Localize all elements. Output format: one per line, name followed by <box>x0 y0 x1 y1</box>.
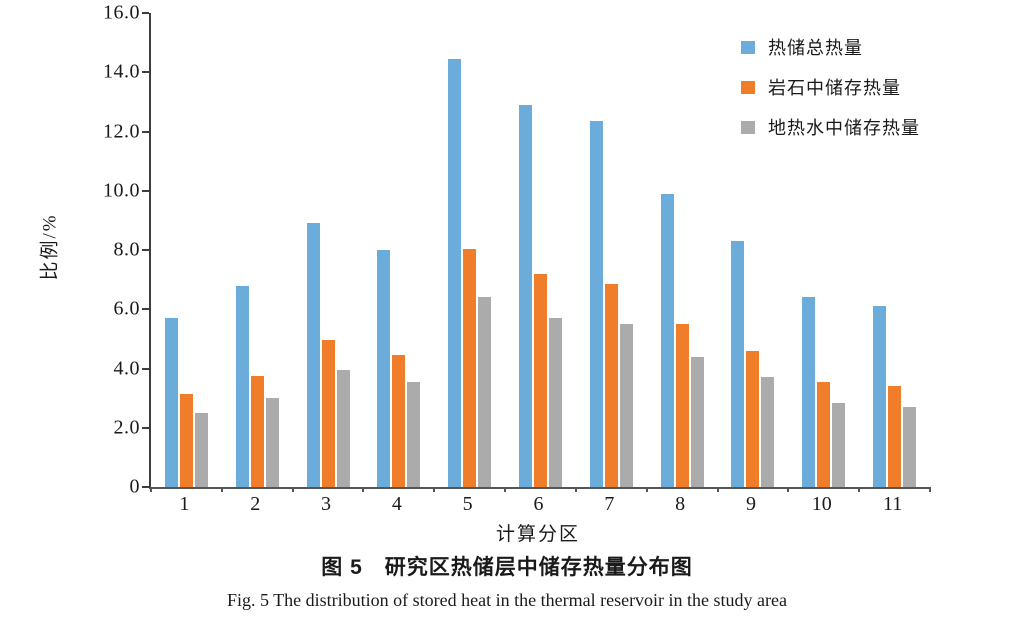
bar-series0-zone4 <box>377 250 391 487</box>
x-tick-mark-4 <box>433 487 436 492</box>
bar-series0-zone9 <box>731 241 745 487</box>
bar-series0-zone2 <box>235 285 249 487</box>
x-category-label-6: 6 <box>533 493 544 515</box>
x-axis-title: 计算分区 <box>495 524 581 545</box>
y-tick-mark-6.0 <box>142 308 149 311</box>
y-tick-mark-16.0 <box>142 12 149 14</box>
bar-series1-zone8 <box>675 324 689 487</box>
x-category-label-2: 2 <box>250 493 261 515</box>
x-tick-mark-9 <box>787 487 790 492</box>
legend-item-rock-heat: 岩石中储存热量 <box>741 74 920 100</box>
y-tick-mark-14.0 <box>142 71 149 74</box>
x-category-label-4: 4 <box>391 493 402 515</box>
bar-series2-zone2 <box>265 398 279 487</box>
x-category-label-7: 7 <box>604 493 615 515</box>
y-tick-label-8.0: 8.0 <box>113 238 140 261</box>
legend-label-water-heat: 地热水中储存热量 <box>768 118 920 138</box>
y-tick-label-16.0: 16.0 <box>103 1 140 24</box>
x-category-label-10: 10 <box>811 493 832 515</box>
bar-series2-zone10 <box>832 402 846 487</box>
x-tick-mark-5 <box>504 487 507 492</box>
y-tick-mark-10.0 <box>142 189 149 192</box>
bar-series2-zone6 <box>549 318 562 487</box>
legend-swatch-orange <box>741 80 755 94</box>
x-tick-mark-7 <box>645 487 648 492</box>
x-category-label-1: 1 <box>179 493 190 515</box>
x-tick-mark-2 <box>291 487 294 492</box>
legend-label-total-heat: 热储总热量 <box>768 38 863 58</box>
bar-series1-zone5 <box>463 248 477 487</box>
legend-item-total-heat: 热储总热量 <box>741 34 920 60</box>
x-tick-mark-8 <box>716 487 719 492</box>
y-tick-label-12.0: 12.0 <box>103 120 140 142</box>
legend-swatch-blue <box>741 40 755 54</box>
bar-series1-zone7 <box>604 284 618 487</box>
bar-series0-zone7 <box>589 121 603 487</box>
y-tick-mark-8.0 <box>142 249 149 251</box>
y-tick-label-2.0: 2.0 <box>113 416 140 439</box>
x-category-label-3: 3 <box>321 493 332 515</box>
y-tick-label-4.0: 4.0 <box>113 357 140 379</box>
y-tick-label-10.0: 10.0 <box>103 179 140 202</box>
x-category-label-5: 5 <box>462 493 473 515</box>
y-axis-title: 比例/% <box>39 213 61 281</box>
y-tick-mark-12.0 <box>142 130 149 133</box>
bar-series2-zone5 <box>478 297 492 487</box>
x-tick-mark-0 <box>150 487 152 492</box>
y-tick-mark-2.0 <box>142 426 149 429</box>
bar-series1-zone3 <box>321 340 335 487</box>
bar-series1-zone11 <box>888 386 902 487</box>
bar-series1-zone6 <box>534 273 547 487</box>
bar-series0-zone5 <box>448 58 462 487</box>
legend-item-water-heat: 地热水中储存热量 <box>741 114 920 140</box>
bar-series1-zone10 <box>817 381 831 487</box>
bar-series2-zone3 <box>336 369 350 487</box>
bar-series0-zone10 <box>802 297 816 487</box>
bar-series1-zone2 <box>250 375 264 487</box>
bar-series1-zone1 <box>179 393 193 487</box>
bar-series0-zone11 <box>873 306 887 487</box>
y-tick-mark-4.0 <box>142 367 149 370</box>
bar-series0-zone6 <box>519 104 532 487</box>
x-tick-mark-1 <box>220 487 223 492</box>
bar-series2-zone7 <box>619 324 633 487</box>
legend: 热储总热量 岩石中储存热量 地热水中储存热量 <box>741 34 920 140</box>
y-tick-label-14.0: 14.0 <box>103 60 140 83</box>
bar-series0-zone8 <box>660 193 674 487</box>
x-category-label-8: 8 <box>675 493 686 515</box>
figure-caption-chinese: 图 5 研究区热储层中储存热量分布图 <box>321 556 693 579</box>
bar-series2-zone9 <box>761 377 775 487</box>
legend-swatch-gray <box>741 120 755 134</box>
y-tick-label-0: 0 <box>129 475 140 498</box>
bar-series2-zone1 <box>194 412 208 487</box>
bar-series2-zone8 <box>690 356 704 487</box>
bar-series0-zone1 <box>164 318 178 487</box>
plot-area <box>142 12 931 492</box>
bar-series1-zone4 <box>392 355 406 487</box>
bar-series2-zone11 <box>903 407 917 487</box>
bar-series1-zone9 <box>746 350 760 487</box>
figure-caption-english: Fig. 5 The distribution of stored heat i… <box>226 590 788 610</box>
y-tick-mark-0 <box>142 486 149 488</box>
legend-label-rock-heat: 岩石中储存热量 <box>768 78 901 98</box>
y-tick-label-6.0: 6.0 <box>113 297 140 320</box>
x-tick-mark-11 <box>929 487 931 492</box>
x-tick-mark-10 <box>858 487 861 492</box>
x-tick-mark-6 <box>574 487 577 492</box>
bar-series2-zone4 <box>407 381 421 487</box>
bar-series0-zone3 <box>306 223 320 487</box>
x-category-label-11: 11 <box>882 493 903 515</box>
x-category-label-9: 9 <box>745 493 756 515</box>
x-tick-mark-3 <box>362 487 365 492</box>
